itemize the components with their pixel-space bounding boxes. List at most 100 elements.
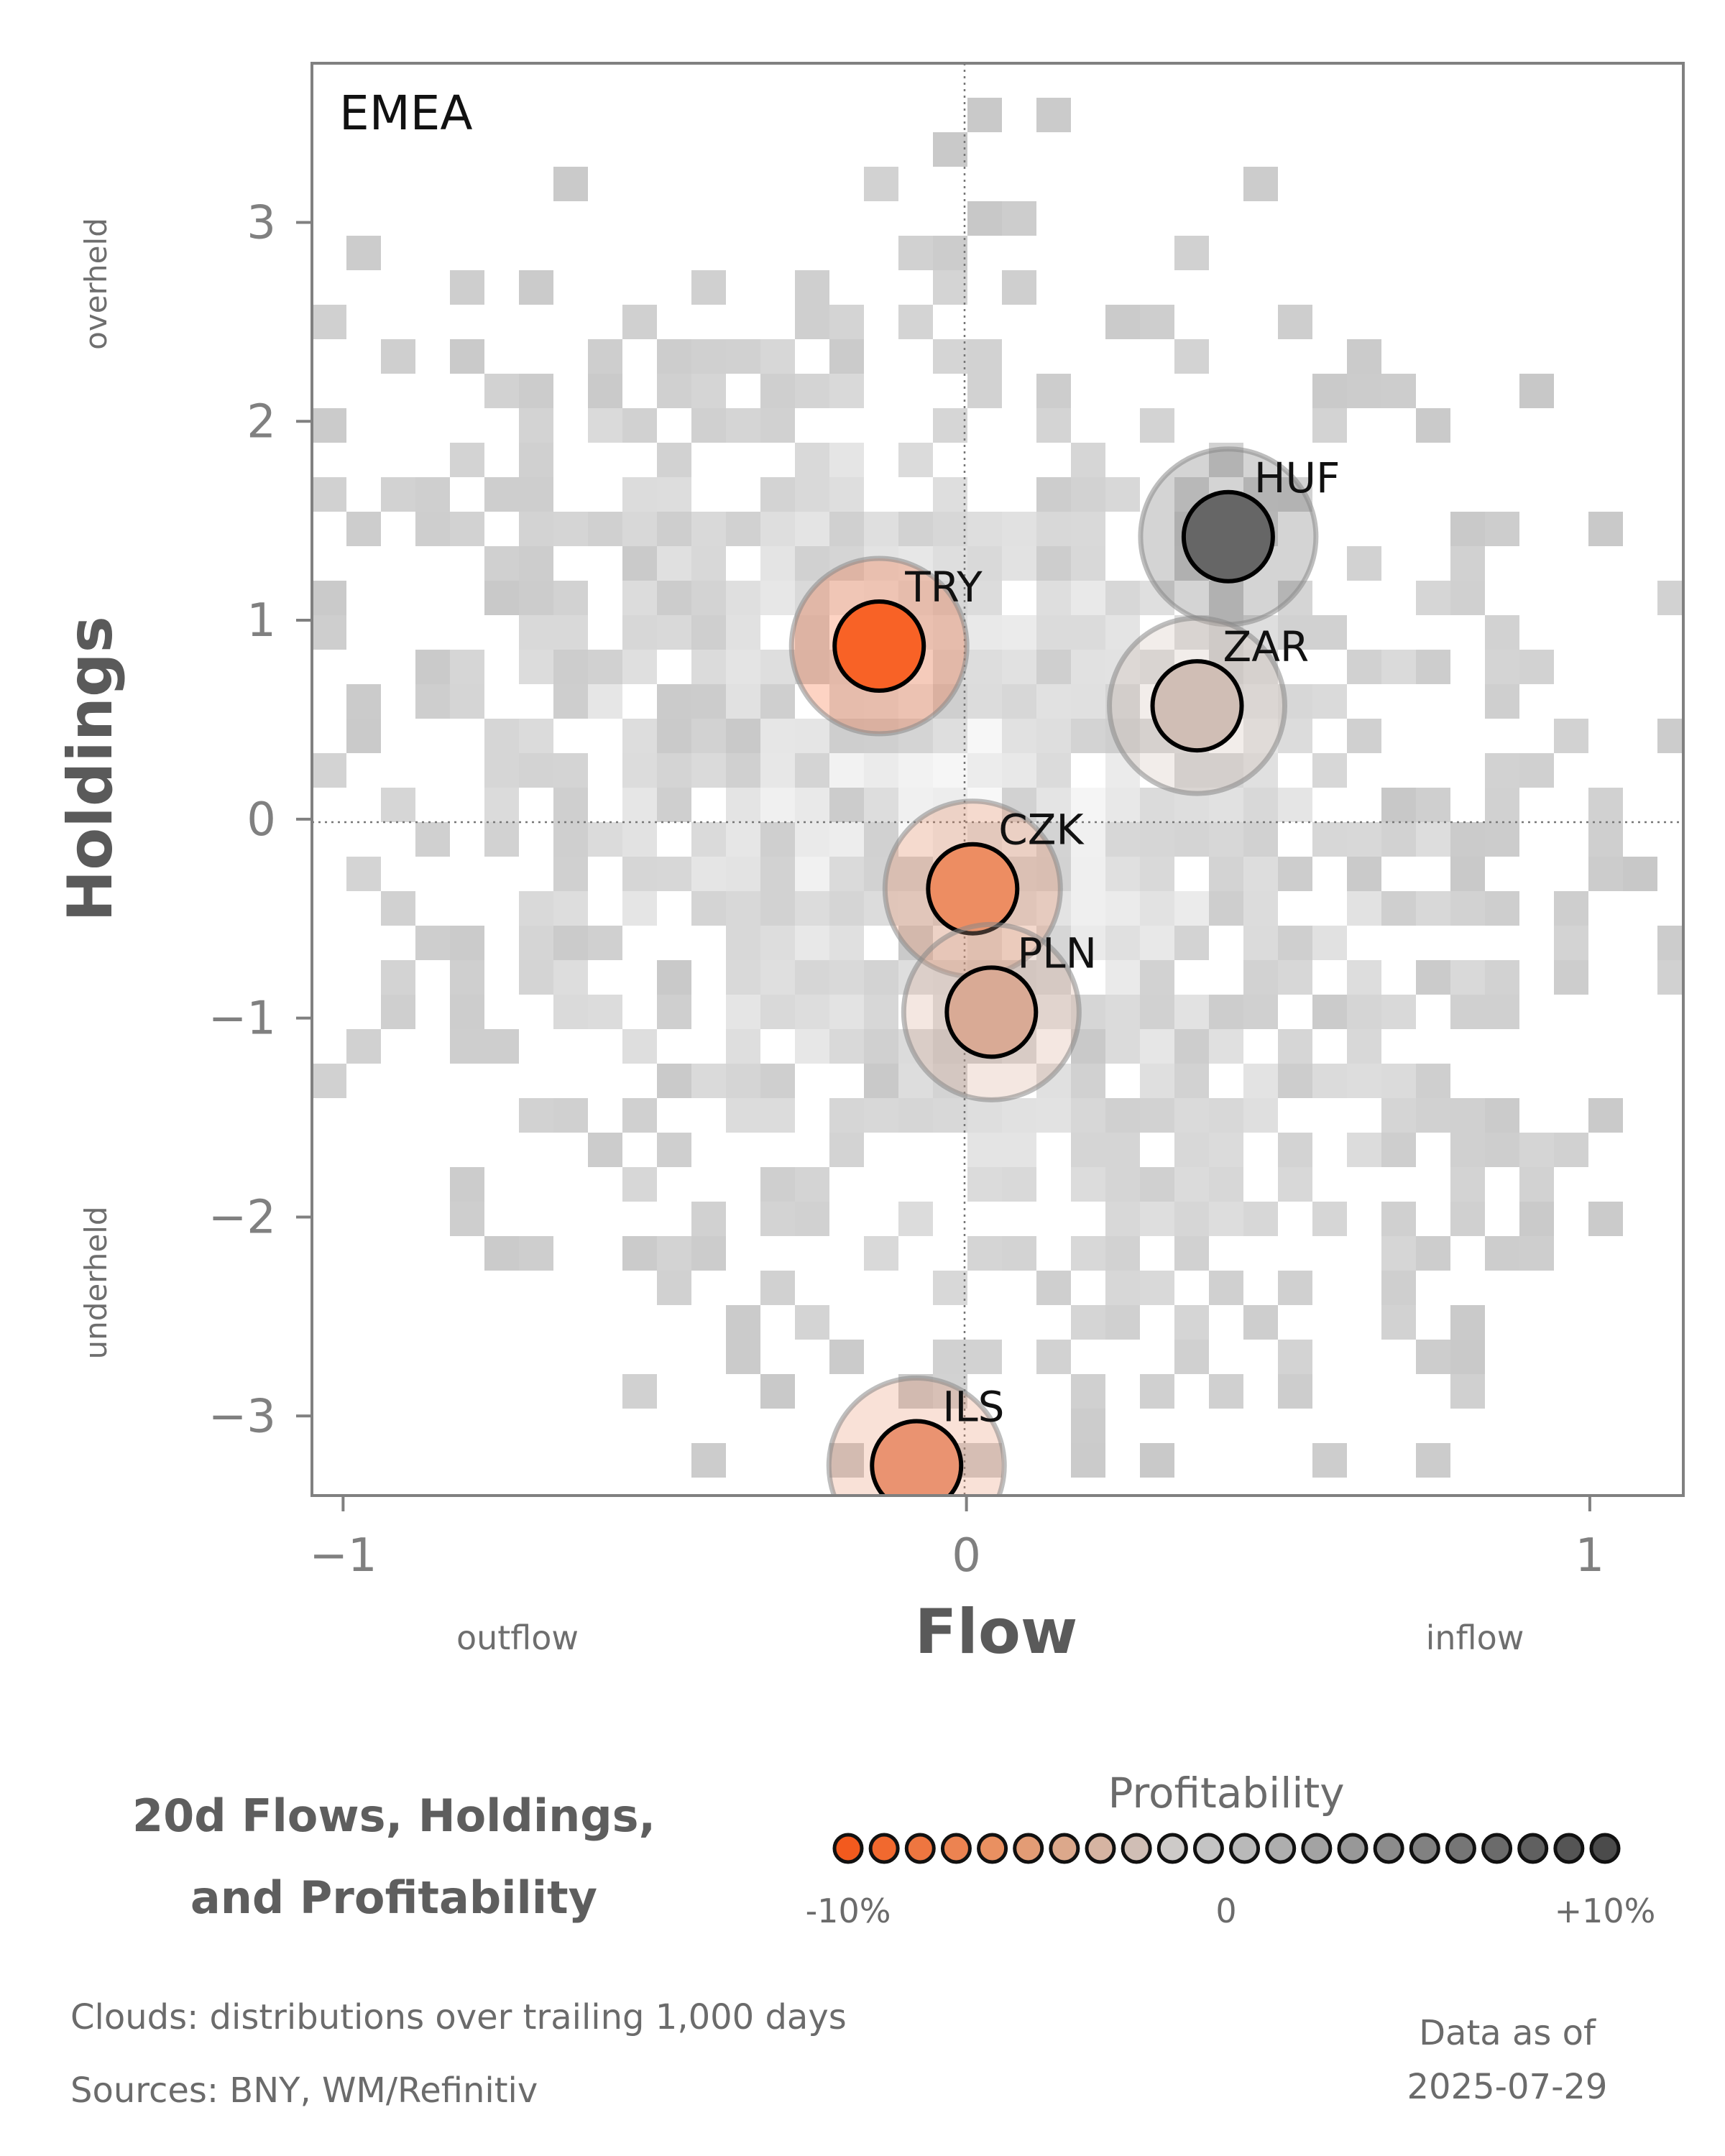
cloud-cell: [1209, 1271, 1243, 1305]
cloud-cell: [1381, 1098, 1416, 1133]
cloud-cell: [829, 857, 864, 891]
cloud-cell: [829, 788, 864, 822]
cloud-cell: [691, 822, 726, 857]
cloud-cell: [726, 1064, 760, 1098]
legend-swatch: [1337, 1833, 1368, 1864]
cloud-cell: [1071, 1064, 1105, 1098]
cloud-cell: [657, 1064, 691, 1098]
cloud-cell: [415, 650, 450, 684]
cloud-cell: [1450, 891, 1485, 926]
cloud-cell: [1105, 788, 1140, 822]
cloud-cell: [415, 512, 450, 546]
cloud-cell: [1243, 1305, 1278, 1340]
cloud-cell: [1347, 822, 1381, 857]
cloud-cell: [1278, 615, 1312, 650]
cloud-cell: [1554, 1133, 1588, 1167]
cloud-cell: [450, 960, 484, 995]
cloud-cell: [1209, 857, 1243, 891]
cloud-cell: [1209, 1202, 1243, 1236]
cloud-cell: [1002, 650, 1036, 684]
distribution-cloud: [312, 98, 1683, 1478]
cloud-cell: [553, 857, 588, 891]
cloud-cell: [1140, 1098, 1174, 1133]
x-tick-label: −1: [309, 1529, 377, 1583]
cloud-cell: [1554, 719, 1588, 753]
cloud-cell: [1105, 1271, 1140, 1305]
cloud-cell: [657, 995, 691, 1029]
cloud-cell: [933, 753, 967, 788]
cloud-cell: [657, 581, 691, 615]
cloud-cell: [346, 857, 381, 891]
cloud-cell: [1071, 926, 1105, 960]
cloud-cell: [1381, 891, 1416, 926]
cloud-cell: [1002, 512, 1036, 546]
cloud-cell: [1347, 891, 1381, 926]
y-axis-ticks: 3 2 1 0 −1 −2 −3: [208, 196, 312, 1443]
cloud-cell: [1312, 995, 1347, 1029]
cloud-cell: [1312, 1064, 1347, 1098]
cloud-cell: [1071, 443, 1105, 477]
cloud-cell: [312, 615, 346, 650]
cloud-cell: [1381, 1064, 1416, 1098]
cloud-cell: [346, 684, 381, 719]
cloud-cell: [1036, 995, 1071, 1029]
cloud-cell: [1278, 1133, 1312, 1167]
cloud-cell: [967, 753, 1002, 788]
point-label-czk: CZK: [998, 806, 1085, 854]
cloud-cell: [1485, 1133, 1519, 1167]
cloud-cell: [450, 339, 484, 374]
cloud-cell: [1002, 719, 1036, 753]
cloud-cell: [1381, 788, 1416, 822]
cloud-cell: [760, 1374, 795, 1409]
legend-swatch: [1156, 1833, 1188, 1864]
legend-swatch: [1409, 1833, 1440, 1864]
cloud-cell: [484, 477, 519, 512]
cloud-cell: [1450, 857, 1485, 891]
cloud-cell: [898, 512, 933, 546]
point-zar: [1150, 659, 1244, 753]
cloud-cell: [1278, 1064, 1312, 1098]
cloud-cell: [967, 1098, 1002, 1133]
cloud-cell: [1243, 788, 1278, 822]
cloud-cell: [553, 995, 588, 1029]
cloud-cell: [1002, 1167, 1036, 1202]
cloud-cell: [1071, 857, 1105, 891]
cloud-cell: [1036, 1098, 1071, 1133]
cloud-cell: [1209, 1098, 1243, 1133]
cloud-cell: [1071, 546, 1105, 581]
cloud-cell: [622, 891, 657, 926]
currency-point-labels: HUF TRY ZAR CZK PLN ILS: [904, 453, 1340, 1432]
cloud-cell: [1140, 891, 1174, 926]
profitability-colorbar: [832, 1833, 1621, 1864]
cloud-cell: [1485, 512, 1519, 546]
cloud-cell: [1036, 1340, 1071, 1374]
x-axis-label: Flow: [915, 1596, 1078, 1668]
cloud-cell: [1485, 650, 1519, 684]
cloud-cell: [1243, 1098, 1278, 1133]
panel-label: EMEA: [339, 86, 473, 141]
cloud-cell: [519, 891, 553, 926]
cloud-cell: [553, 167, 588, 201]
cloud-cell: [1036, 546, 1071, 581]
cloud-cell: [1105, 995, 1140, 1029]
cloud-cell: [346, 1029, 381, 1064]
cloud-cell: [1140, 1202, 1174, 1236]
cloud-cell: [1209, 995, 1243, 1029]
cloud-cell: [726, 995, 760, 1029]
cloud-cell: [967, 1236, 1002, 1271]
cloud-cell: [588, 995, 622, 1029]
cloud-cell: [1416, 1064, 1450, 1098]
cloud-cell: [1105, 581, 1140, 615]
cloud-cell: [450, 270, 484, 305]
cloud-cell: [1002, 684, 1036, 719]
point-pln: [944, 965, 1039, 1059]
cloud-cell: [553, 926, 588, 960]
cloud-cell: [622, 1167, 657, 1202]
cloud-cell: [346, 512, 381, 546]
cloud-cell: [312, 477, 346, 512]
cloud-cell: [415, 822, 450, 857]
cloud-cell: [726, 960, 760, 995]
cloud-cell: [1105, 1098, 1140, 1133]
cloud-cell: [657, 443, 691, 477]
